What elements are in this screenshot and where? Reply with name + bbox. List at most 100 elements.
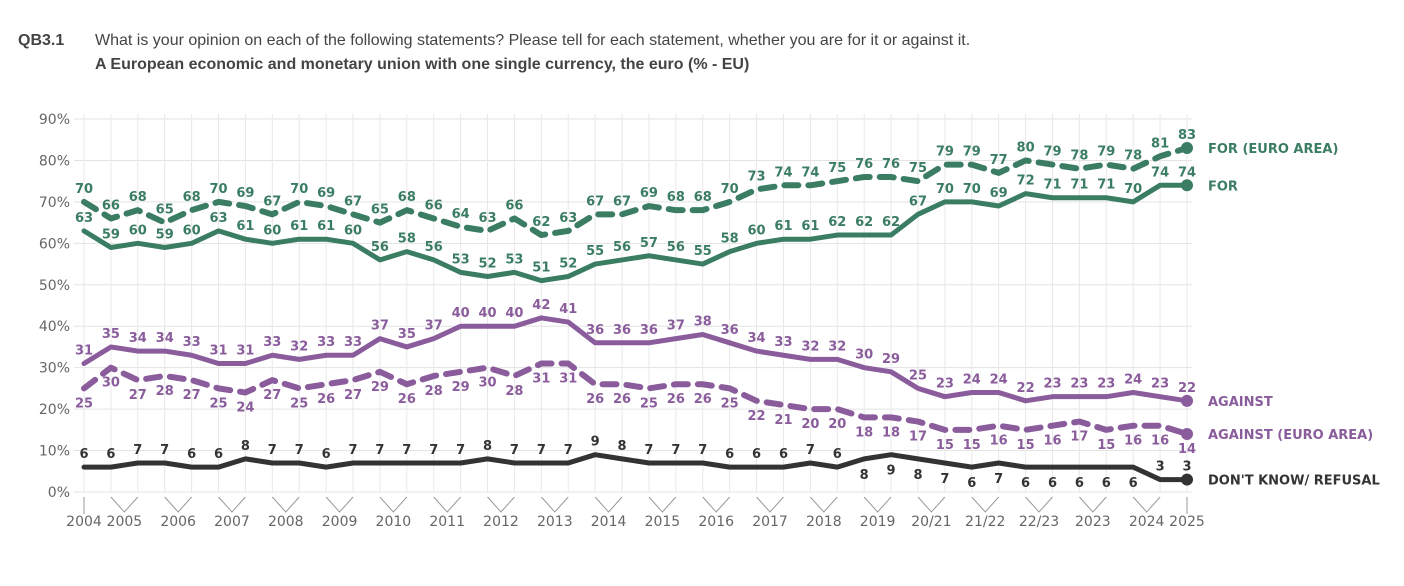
y-tick-label: 20% [39,402,70,418]
series-end-marker [1181,142,1193,155]
data-label: 6 [214,447,223,462]
data-label: 7 [456,443,465,458]
data-label: 61 [801,219,819,234]
data-label: 67 [344,194,362,209]
data-label: 71 [1097,178,1115,193]
data-label: 74 [801,165,819,180]
x-tick [1079,496,1107,513]
data-label: 7 [994,472,1003,487]
data-label: 25 [209,396,227,411]
x-tick [702,496,731,513]
x-tick-label: 2016 [698,514,734,530]
data-label: 27 [129,388,147,403]
data-label: 6 [1102,476,1111,491]
data-label: 61 [290,219,308,234]
data-label: 31 [532,372,550,387]
x-tick [809,496,838,513]
data-label: 23 [1043,377,1061,392]
data-label: 7 [268,443,277,458]
x-tick [594,496,623,513]
data-label: 51 [532,261,550,276]
data-label: 62 [532,215,550,230]
data-label: 7 [644,443,653,458]
data-label: 22 [748,409,766,424]
data-label: 74 [1151,165,1169,180]
data-label: 66 [425,198,443,213]
data-label: 14 [1178,442,1196,457]
data-label: 23 [1151,377,1169,392]
data-label: 70 [721,182,739,197]
data-label: 23 [1070,377,1088,392]
question-text: What is your opinion on each of the foll… [95,32,971,49]
data-label: 70 [936,182,954,197]
data-label: 67 [263,194,281,209]
data-label: 55 [694,244,712,259]
data-label: 63 [478,211,496,226]
x-tick [648,496,677,513]
data-label: 70 [1124,182,1142,197]
data-label: 25 [721,396,739,411]
data-label: 40 [478,306,496,321]
data-label: 31 [209,344,227,359]
data-label: 76 [882,157,900,172]
data-label: 60 [263,223,281,238]
series-end-marker [1181,394,1193,407]
data-label: 6 [79,447,88,462]
data-label: 30 [855,348,873,363]
data-label: 25 [640,396,658,411]
x-tick [379,496,408,513]
x-tick [1025,496,1053,513]
data-label: 68 [129,190,147,205]
data-label: 68 [183,190,201,205]
x-tick [164,496,192,513]
data-label: 7 [402,443,411,458]
data-label: 67 [586,194,604,209]
data-label: 38 [694,315,712,330]
data-label: 16 [1151,434,1169,449]
data-label: 26 [613,392,631,407]
data-label: 29 [371,380,389,395]
data-label: 34 [156,331,174,346]
data-label: 56 [371,240,389,255]
data-label: 6 [106,447,115,462]
x-tick [1132,496,1161,513]
data-label: 7 [429,443,438,458]
y-tick-label: 0% [48,485,70,501]
data-label: 65 [156,203,174,218]
data-label: 52 [559,256,577,271]
data-label: 74 [1178,165,1196,180]
data-label: 9 [591,435,600,450]
data-label: 53 [452,252,470,267]
data-label: 6 [1021,476,1030,491]
data-label: 26 [398,392,416,407]
x-tick-label: 2019 [860,514,896,530]
data-label: 83 [1178,128,1196,143]
data-label: 29 [452,380,470,395]
data-label: 20 [801,417,819,432]
x-tick-label: 2010 [376,514,412,530]
data-label: 72 [1017,174,1035,189]
data-label: 8 [860,468,869,483]
x-tick-label: 2018 [806,514,842,530]
data-label: 68 [667,190,685,205]
y-tick-label: 70% [39,195,70,211]
data-label: 7 [671,443,680,458]
data-label: 26 [317,392,335,407]
data-label: 15 [936,438,954,453]
data-label: 16 [990,434,1008,449]
data-label: 7 [806,443,815,458]
data-label: 68 [398,190,416,205]
data-label: 30 [102,376,120,391]
data-label: 22 [1178,381,1196,396]
data-label: 71 [1070,178,1088,193]
data-label: 69 [236,186,254,201]
data-label: 37 [667,319,685,334]
data-label: 7 [564,443,573,458]
data-label: 79 [1097,145,1115,160]
data-label: 76 [855,157,873,172]
x-tick-label: 22/23 [1019,514,1059,530]
data-label: 3 [1182,460,1191,475]
data-label: 21 [774,413,792,428]
data-label: 18 [882,425,900,440]
